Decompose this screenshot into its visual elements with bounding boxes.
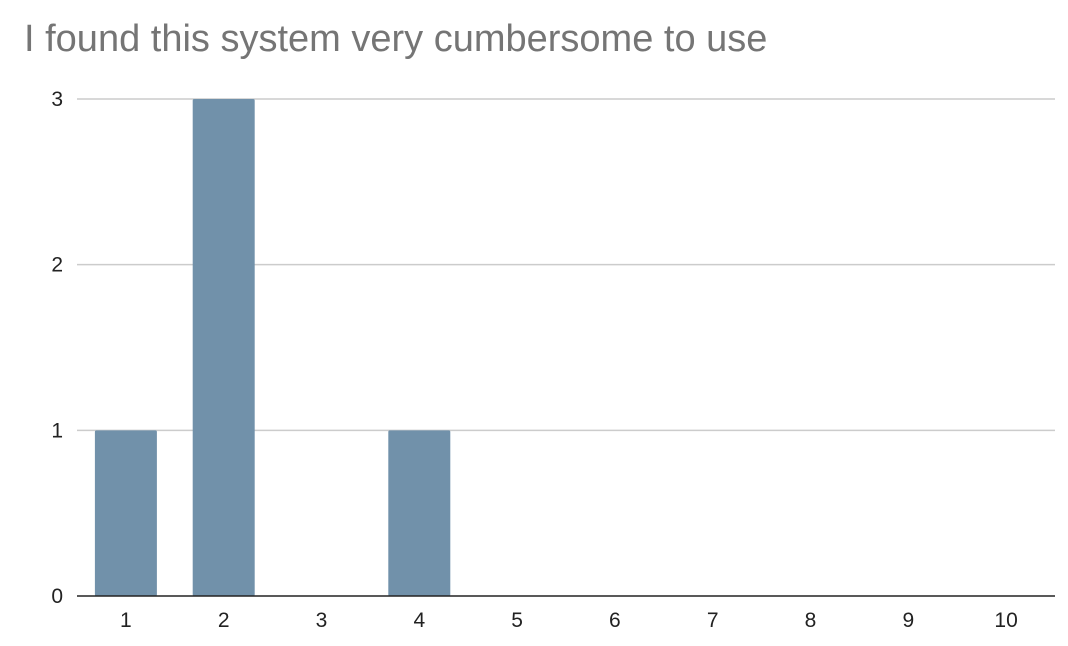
bar-1 xyxy=(94,430,157,596)
y-tick-label: 2 xyxy=(51,254,63,277)
x-tick-label: 10 xyxy=(994,609,1017,632)
x-tick-label: 9 xyxy=(902,609,914,632)
x-tick-label: 3 xyxy=(316,609,328,632)
bar-2 xyxy=(192,99,255,596)
y-tick-label: 3 xyxy=(51,88,63,111)
x-tick-label: 5 xyxy=(511,609,523,632)
x-tick-label: 2 xyxy=(218,609,230,632)
x-tick-label: 8 xyxy=(805,609,817,632)
x-tick-label: 4 xyxy=(413,609,425,632)
x-tick-label: 7 xyxy=(707,609,719,632)
x-tick-label: 6 xyxy=(609,609,621,632)
y-axis-ticks: 0 1 2 3 xyxy=(51,88,63,608)
x-axis-ticks: 1 2 3 4 5 6 7 8 9 10 xyxy=(120,609,1018,632)
x-tick-label: 1 xyxy=(120,609,132,632)
y-tick-label: 0 xyxy=(51,585,63,608)
bar-4 xyxy=(388,430,451,596)
bars xyxy=(94,99,451,596)
chart-title: I found this system very cumbersome to u… xyxy=(24,18,768,60)
y-tick-label: 1 xyxy=(51,419,63,442)
